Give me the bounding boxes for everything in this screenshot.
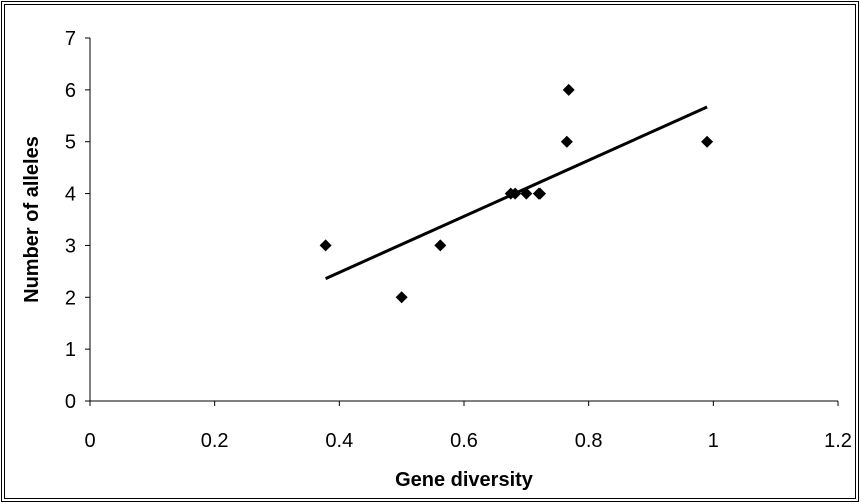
- x-tick-label: 0: [84, 430, 95, 452]
- inner-border: [4, 4, 856, 499]
- x-tick-labels: 0 0.2 0.4 0.6 0.8 1 1.2: [84, 430, 851, 452]
- data-point: [319, 239, 332, 252]
- x-tick-label: 0.2: [201, 430, 229, 452]
- data-point: [562, 83, 575, 96]
- y-tick-label: 3: [65, 235, 76, 257]
- data-point: [395, 291, 408, 304]
- y-tick-label: 2: [65, 287, 76, 309]
- data-point: [520, 187, 533, 200]
- x-tick-label: 0.6: [450, 430, 478, 452]
- y-tick-label: 5: [65, 132, 76, 154]
- y-tick-label: 1: [65, 339, 76, 361]
- y-tick-label: 4: [65, 184, 76, 206]
- y-tick-label: 0: [65, 391, 76, 413]
- x-tick-label: 0.8: [575, 430, 603, 452]
- y-tick-labels: 0 1 2 3 4 5 6 7: [65, 28, 76, 413]
- y-tick-label: 6: [65, 80, 76, 102]
- data-point: [434, 239, 447, 252]
- data-points: [319, 83, 714, 304]
- x-tick-label: 1: [708, 430, 719, 452]
- data-point: [509, 187, 522, 200]
- y-tick-label: 7: [65, 28, 76, 50]
- data-point: [701, 135, 714, 148]
- x-axis-title: Gene diversity: [395, 469, 534, 491]
- x-tick-label: 0.4: [325, 430, 353, 452]
- data-point: [560, 135, 573, 148]
- x-tick-label: 1.2: [824, 430, 852, 452]
- y-axis-title: Number of alleles: [21, 136, 43, 303]
- data-point: [534, 187, 547, 200]
- axes: [85, 37, 839, 406]
